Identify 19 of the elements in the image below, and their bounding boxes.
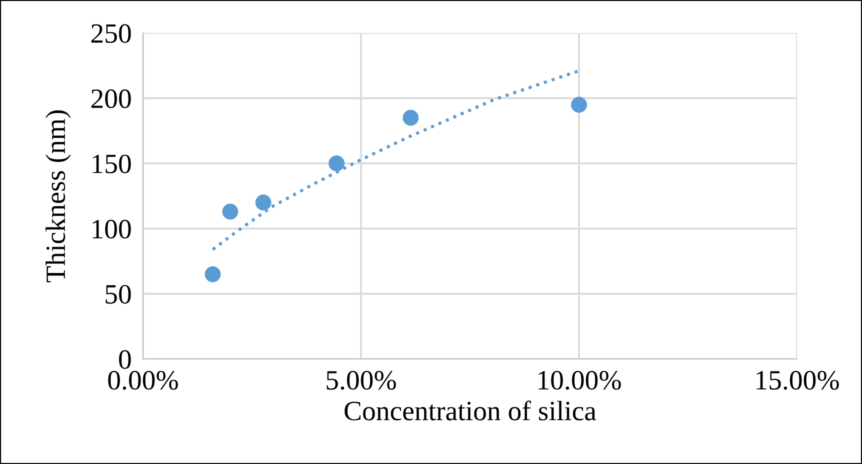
point (571, 96, 587, 113)
y-tick-label: 50 (106, 284, 131, 304)
x-tick-label: 10.00% (538, 370, 621, 390)
point (402, 110, 419, 126)
x-tick-label: 15.00% (756, 370, 839, 390)
point (328, 155, 345, 172)
x-tick-label: 0.00% (108, 370, 178, 390)
point (255, 194, 272, 210)
y-tick-label: 0 (119, 350, 131, 369)
y-axis-title: Thickness (nm) (46, 110, 71, 282)
x-axis-title: Concentration of silica (344, 400, 596, 420)
point (204, 266, 221, 282)
line-series (211, 69, 581, 251)
y-tick-label: 100 (92, 220, 131, 239)
x-tick-label: 5.00% (326, 370, 396, 390)
point (222, 204, 238, 220)
y-tick-label: 200 (91, 89, 131, 108)
y-tick-label: 250 (91, 24, 131, 43)
y-tick-label: 150 (92, 154, 131, 174)
